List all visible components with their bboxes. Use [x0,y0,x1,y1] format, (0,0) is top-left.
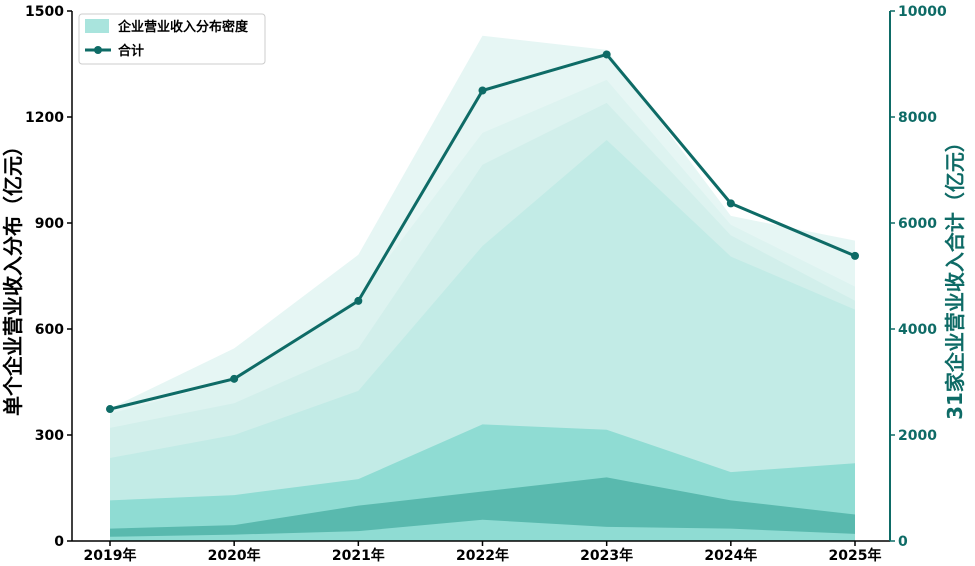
density-bands [110,35,855,542]
total-point-2020年 [230,374,239,383]
y-right-tick-label-4000: 4000 [898,322,937,338]
y-left-tick-label-0: 0 [54,534,64,550]
x-tick-label-2020年: 2020年 [208,547,261,564]
y-right-tick-label-2000: 2000 [898,428,937,444]
legend: 企业营业收入分布密度 合计 [78,13,266,65]
x-tick-label-2019年: 2019年 [84,547,137,564]
total-line-series [106,50,859,414]
total-point-2019年 [106,405,114,414]
legend-line-label: 合计 [118,43,144,59]
legend-box [78,13,266,65]
legend-line-marker [94,46,102,54]
y-axis-right-title: 31家企业营业收入合计（亿元） [943,132,967,420]
legend-band-label: 企业营业收入分布密度 [117,19,249,35]
x-tick-label-2023年: 2023年 [580,547,633,564]
density-band-4 [110,139,855,541]
legend-band-swatch [85,19,109,33]
x-tick-label-2022年: 2022年 [456,547,509,564]
total-point-2023年 [602,50,611,59]
axes: 0 300 600 900 1200 1500 0 2000 4000 6000 8000 10000… [25,4,947,564]
total-point-2024年 [726,199,735,208]
density-band-6 [110,477,855,537]
y-left-tick-label-300: 300 [35,428,64,444]
y-right-tick-label-10000: 10000 [898,4,947,20]
total-point-2022年 [478,86,487,95]
x-tick-label-2025年: 2025年 [829,547,882,564]
x-tick-label-2021年: 2021年 [332,547,385,564]
y-right-tick-label-0: 0 [898,534,908,550]
y-left-tick-label-1200: 1200 [25,110,64,126]
y-axis-left-title: 单个企业营业收入分布（亿元） [1,136,25,416]
total-point-2021年 [354,296,363,305]
y-left-tick-label-1500: 1500 [25,4,64,20]
y-left-tick-label-900: 900 [35,216,64,232]
y-right-tick-label-6000: 6000 [898,216,937,232]
y-left-tick-label-600: 600 [35,322,64,338]
y-right-tick-label-8000: 8000 [898,110,937,126]
x-tick-label-2024年: 2024年 [704,547,757,564]
total-point-2025年 [851,251,859,260]
